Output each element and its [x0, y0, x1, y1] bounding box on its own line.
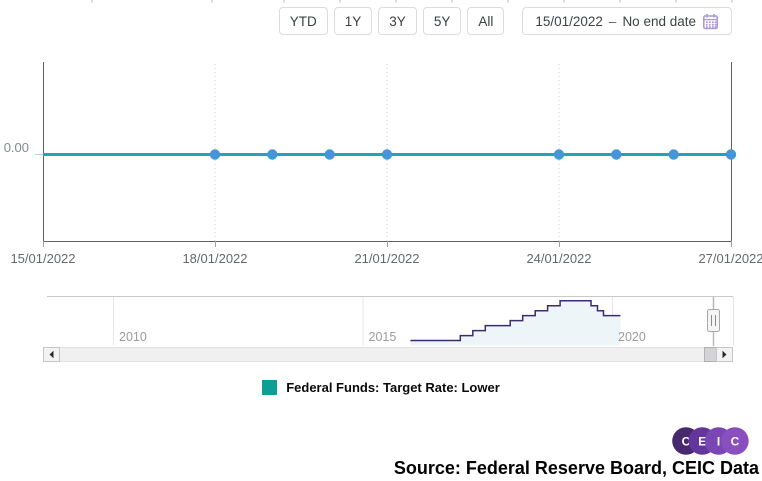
range-toolbar: YTD 1Y 3Y 5Y All 15/01/2022 – No end dat… [278, 7, 732, 35]
data-point-marker[interactable] [209, 149, 221, 160]
x-axis-label: 24/01/2022 [526, 251, 591, 266]
navigator-year-labels: 2010 2015 2020 [119, 330, 646, 344]
x-axis-label: 21/01/2022 [354, 251, 419, 266]
end-date-value: No end date [622, 13, 696, 29]
navigator-year-label: 2010 [119, 330, 147, 344]
navigator-handle[interactable] [707, 309, 720, 332]
top-edge-artifacts [91, 0, 733, 3]
scrollbar-track[interactable] [43, 347, 733, 362]
data-point-marker[interactable] [324, 149, 335, 160]
legend-label: Federal Funds: Target Rate: Lower [286, 380, 500, 395]
legend-swatch [262, 380, 278, 395]
ceic-logo-letter: C [731, 434, 740, 448]
calendar-icon[interactable] [702, 13, 719, 30]
calendar-grid-dots [706, 20, 717, 28]
navigator-series-line [410, 299, 621, 342]
y-axis-label: 0.00 [4, 140, 29, 155]
x-axis-labels: 15/01/2022 18/01/2022 21/01/2022 24/01/2022… [10, 251, 762, 266]
legend-item[interactable]: Federal Funds: Target Rate: Lower [0, 380, 762, 395]
data-point-marker[interactable] [668, 149, 679, 160]
x-axis-label: 15/01/2022 [10, 251, 75, 266]
ceic-logo-letter: E [698, 434, 706, 448]
range-button-3y[interactable]: 3Y [378, 7, 417, 35]
data-point-marker[interactable] [553, 149, 565, 160]
ceic-logo-letter: C [682, 434, 691, 448]
data-point-marker[interactable] [267, 149, 278, 160]
ceic-logo-letter: I [717, 434, 720, 448]
data-point-marker[interactable] [381, 149, 393, 160]
scrollbar-right-arrow-icon [722, 350, 727, 359]
range-button-ytd[interactable]: YTD [278, 7, 328, 35]
series-markers [209, 149, 737, 160]
source-attribution: Source: Federal Reserve Board, CEIC Data [393, 458, 759, 478]
x-axis-label: 18/01/2022 [182, 251, 247, 266]
scrollbar-left-arrow-icon [49, 350, 54, 359]
date-range-separator: – [608, 13, 617, 29]
scrollbar-thumb[interactable] [704, 347, 717, 362]
data-point-marker[interactable] [611, 149, 622, 160]
start-date-value: 15/01/2022 [535, 13, 603, 29]
data-point-marker[interactable] [725, 149, 737, 160]
ceic-logo-circle [721, 427, 749, 455]
chart-canvas: 0.00 15/01/2022 18/01/2022 21/01/2022 24/01/… [4, 0, 762, 362]
navigator-year-label: 2015 [369, 330, 397, 344]
x-axis-ticks [43, 241, 732, 247]
range-button-5y[interactable]: 5Y [422, 7, 462, 35]
date-range-picker[interactable]: 15/01/2022 – No end date [522, 7, 732, 35]
range-button-all[interactable]: All [467, 7, 505, 35]
x-axis-label: 27/01/2022 [698, 251, 762, 266]
navigator-area-fill [410, 300, 621, 346]
range-button-1y[interactable]: 1Y [333, 7, 373, 35]
navigator-year-label: 2020 [618, 330, 646, 344]
